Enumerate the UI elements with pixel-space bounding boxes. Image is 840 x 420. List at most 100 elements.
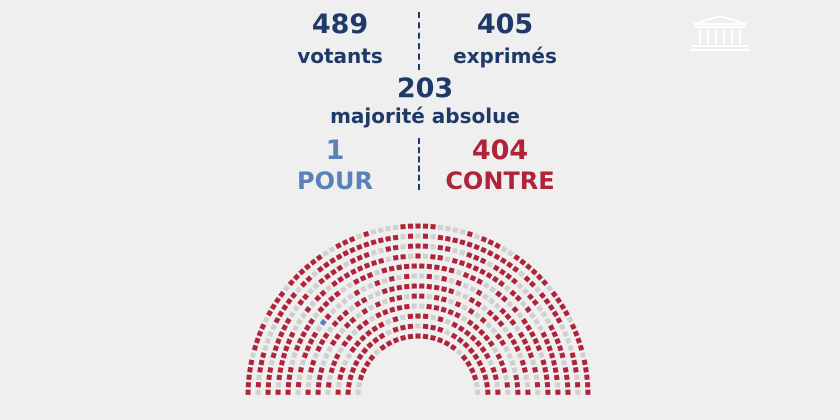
seat-contre (492, 374, 499, 381)
seat-empty (310, 270, 319, 278)
seat-contre (559, 352, 566, 359)
seat-contre (337, 374, 344, 381)
exprimes-count: 405 (476, 9, 534, 40)
seat-contre (495, 353, 503, 360)
seat-contre (303, 324, 311, 332)
seat-contre (575, 337, 582, 344)
seat-contre (361, 347, 369, 355)
seat-contre (392, 234, 399, 241)
seat-empty (444, 256, 451, 263)
seat-contre (479, 257, 487, 265)
seat-contre (396, 304, 403, 311)
seat-contre (354, 300, 362, 308)
seat-contre (467, 347, 475, 355)
seat-contre (447, 308, 454, 316)
seat-contre (551, 330, 559, 338)
seat-contre (374, 301, 382, 308)
seat-contre (392, 316, 399, 323)
seat-empty (473, 381, 480, 388)
seat-contre (444, 235, 451, 242)
seat-contre (495, 290, 503, 298)
seat-contre (552, 367, 559, 374)
seat-contre (385, 246, 392, 252)
seat-contre (441, 265, 448, 272)
seat-contre (521, 338, 529, 345)
seat-empty (356, 381, 363, 388)
seat-contre (509, 318, 517, 327)
majorite-count: 203 (396, 73, 454, 104)
seat-contre (512, 265, 520, 273)
seat-empty (323, 352, 330, 360)
seat-contre (550, 359, 558, 366)
seat-contre (458, 259, 466, 267)
seat-empty (533, 286, 542, 294)
exprimes-label: exprimés (453, 44, 557, 68)
seat-contre (532, 366, 539, 373)
seat-empty (291, 351, 298, 359)
pour-count: 1 (325, 135, 345, 166)
seat-contre (457, 325, 465, 333)
seat-empty (340, 297, 349, 305)
seat-contre (298, 268, 306, 276)
seat-contre (360, 296, 368, 304)
seat-contre (555, 296, 563, 304)
seat-contre (581, 359, 588, 366)
seat-contre (323, 272, 331, 280)
seat-contre (388, 275, 395, 282)
seat-contre (440, 286, 448, 293)
seat-empty (262, 344, 269, 352)
seat-contre (491, 275, 499, 283)
seat-contre (555, 316, 563, 324)
seat-empty (455, 290, 462, 297)
seat-empty (312, 352, 319, 359)
seat-empty (312, 311, 320, 319)
seat-contre (530, 268, 538, 276)
seat-contre (379, 343, 387, 352)
seat-contre (492, 314, 500, 322)
seat-contre (492, 264, 500, 272)
seat-empty (502, 345, 510, 353)
seat-contre (483, 352, 491, 360)
seat-contre (318, 277, 326, 285)
seat-empty (517, 352, 524, 359)
seat-empty (430, 314, 437, 321)
seat-contre (288, 331, 296, 339)
seat-contre (315, 345, 323, 353)
seat-empty (377, 247, 385, 254)
seat-empty (292, 324, 299, 332)
seat-contre (269, 303, 277, 311)
seat-contre (308, 366, 315, 374)
seat-contre (309, 258, 317, 266)
seat-contre (571, 359, 578, 366)
seat-contre (511, 306, 519, 314)
seat-empty (370, 249, 377, 256)
seat-contre (278, 359, 286, 366)
seat-empty (326, 374, 333, 381)
seat-contre (480, 236, 488, 243)
seat-contre (318, 338, 326, 346)
seat-empty (491, 346, 499, 354)
seat-empty (562, 330, 569, 338)
seat-contre (474, 340, 483, 348)
seat-empty (523, 374, 530, 381)
seat-contre (554, 337, 561, 345)
seat-contre (476, 359, 484, 367)
seat-contre (480, 246, 487, 254)
seat-contre (510, 277, 518, 285)
seat-contre (407, 323, 414, 330)
seat-contre (325, 382, 332, 388)
seat-contre (382, 308, 389, 316)
seat-empty (338, 327, 346, 335)
seat-empty (516, 282, 524, 290)
seat-contre (510, 338, 518, 346)
seat-empty (533, 318, 541, 326)
seat-contre (381, 288, 388, 295)
seat-empty (451, 247, 459, 254)
seat-empty (444, 225, 451, 232)
seat-contre (276, 374, 283, 381)
seat-contre (356, 254, 364, 262)
seat-contre (443, 340, 451, 347)
seat-contre (362, 230, 370, 238)
seat-empty (444, 318, 452, 326)
